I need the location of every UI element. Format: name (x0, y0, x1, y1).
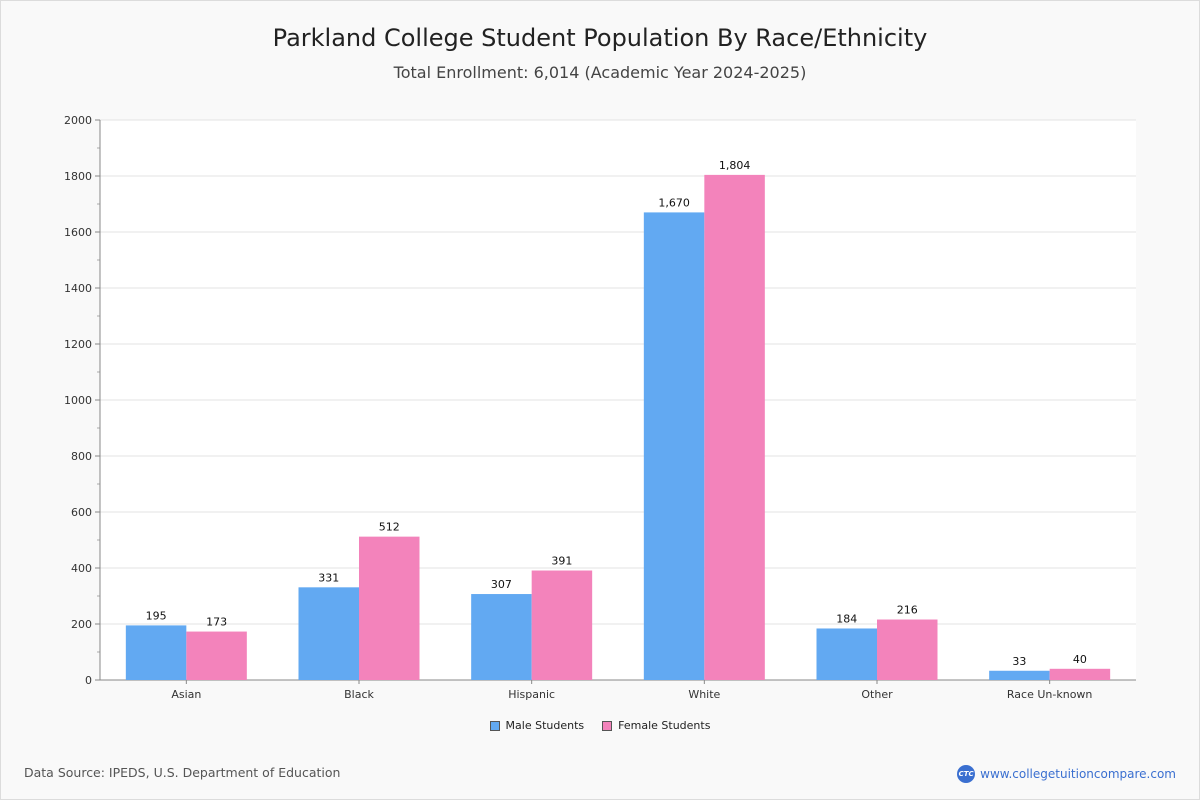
brand-logo-icon: CTC (957, 765, 976, 783)
bar-male[interactable] (816, 628, 878, 680)
y-tick-label: 1600 (64, 226, 92, 239)
bar-male[interactable] (643, 212, 705, 680)
legend-label-female: Female Students (618, 719, 711, 732)
data-label: 1,804 (719, 159, 751, 172)
y-tick-label: 200 (71, 618, 92, 631)
y-tick-label: 1400 (64, 282, 92, 295)
bar-female[interactable] (704, 174, 765, 680)
y-tick-label: 1000 (64, 394, 92, 407)
data-label: 173 (206, 616, 227, 629)
chart-subtitle: Total Enrollment: 6,014 (Academic Year 2… (393, 63, 807, 82)
bar-female[interactable] (186, 631, 247, 680)
x-tick-label: Race Un-known (1007, 688, 1093, 701)
bar-female[interactable] (531, 570, 593, 680)
y-tick-label: 1800 (64, 170, 92, 183)
data-label: 1,670 (658, 196, 690, 209)
y-tick-label: 2000 (64, 114, 92, 127)
legend-swatch-female (602, 720, 613, 731)
x-tick-label: Asian (171, 688, 201, 701)
x-tick-label: Other (861, 688, 893, 701)
y-tick-label: 0 (85, 674, 92, 687)
data-label: 184 (836, 612, 857, 625)
x-tick-label: Black (344, 688, 374, 701)
legend-item-male[interactable]: Male Students (489, 719, 585, 732)
x-tick-label: Hispanic (508, 688, 555, 701)
y-tick-label: 1200 (64, 338, 92, 351)
bar-male[interactable] (125, 625, 187, 680)
data-label: 331 (318, 571, 339, 584)
data-label: 195 (146, 609, 167, 622)
data-label: 40 (1073, 653, 1087, 666)
legend-swatch-male (489, 720, 500, 731)
legend-item-female[interactable]: Female Students (602, 719, 710, 732)
brand-link[interactable]: CTC www.collegetuitioncompare.com (957, 765, 1176, 783)
legend: Male Students Female Students (0, 719, 1200, 732)
bar-female[interactable] (359, 536, 420, 680)
x-tick-label: White (688, 688, 720, 701)
bar-female[interactable] (877, 619, 938, 680)
bar-male[interactable] (471, 594, 532, 680)
bar-male[interactable] (298, 587, 360, 680)
data-label: 512 (379, 521, 400, 534)
legend-label-male: Male Students (505, 719, 585, 732)
y-tick-label: 400 (71, 562, 92, 575)
data-source: Data Source: IPEDS, U.S. Department of E… (24, 765, 341, 780)
brand-url[interactable]: www.collegetuitioncompare.com (980, 767, 1176, 781)
data-label: 216 (897, 604, 918, 617)
bar-male[interactable] (989, 670, 1050, 680)
bar-female[interactable] (1049, 668, 1111, 680)
data-label: 391 (551, 555, 572, 568)
y-tick-label: 600 (71, 506, 92, 519)
data-label: 33 (1012, 655, 1026, 668)
chart-title: Parkland College Student Population By R… (272, 24, 928, 52)
y-tick-label: 800 (71, 450, 92, 463)
data-label: 307 (491, 578, 512, 591)
